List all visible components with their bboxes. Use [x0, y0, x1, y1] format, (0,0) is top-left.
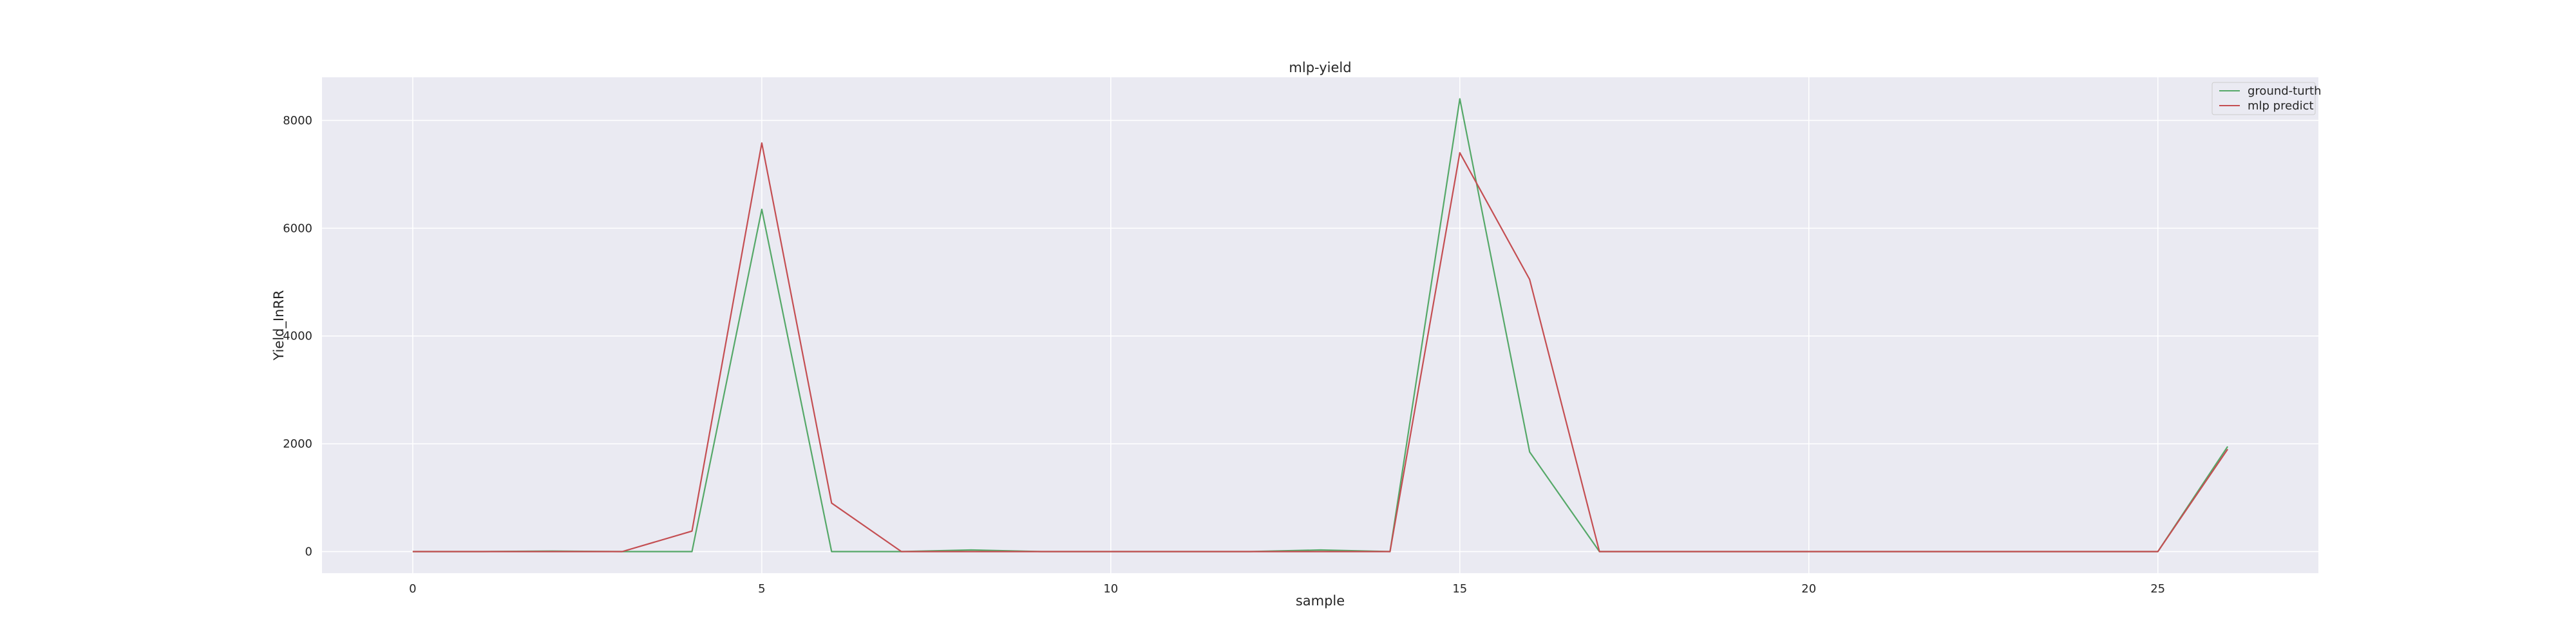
series-lines — [412, 98, 2229, 553]
y-tick-labels: 0 2000 4000 6000 8000 — [283, 114, 312, 559]
legend-label-ground-turth: ground-turth — [2248, 84, 2322, 98]
x-tick-label: 20 — [1801, 582, 1816, 596]
y-tick-label: 2000 — [283, 437, 312, 451]
legend-label-mlp-predict: mlp predict — [2248, 99, 2314, 113]
x-tick-labels: 0 5 10 15 20 25 — [409, 582, 2165, 596]
y-tick-label: 6000 — [283, 222, 312, 235]
y-tick-label: 8000 — [283, 114, 312, 128]
x-tick-label: 25 — [2150, 582, 2165, 596]
x-axis-label: sample — [1296, 593, 1345, 609]
legend: ground-turth mlp predict — [2211, 82, 2322, 115]
x-tick-label: 15 — [1452, 582, 1467, 596]
plot-background — [322, 77, 2318, 573]
x-tick-label: 10 — [1103, 582, 1118, 596]
series-line-mlp-predict — [412, 142, 2229, 553]
chart-title: mlp-yield — [1289, 60, 1351, 75]
x-tick-label: 5 — [758, 582, 765, 596]
y-axis-label: Yield_InRR — [271, 290, 287, 361]
y-tick-label: 4000 — [283, 330, 312, 343]
x-tick-label: 0 — [409, 582, 416, 596]
y-tick-label: 0 — [305, 545, 312, 559]
